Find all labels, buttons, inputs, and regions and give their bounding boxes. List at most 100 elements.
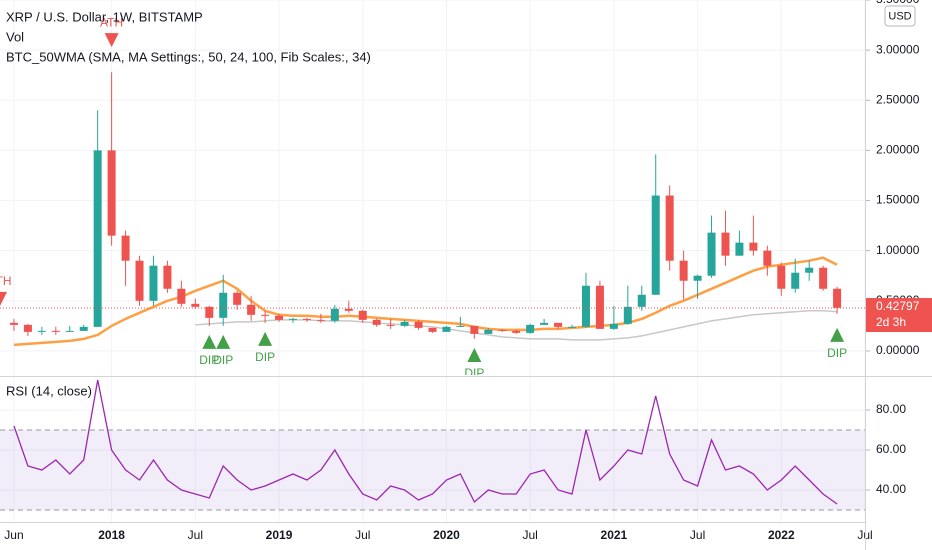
moving-average bbox=[13, 256, 838, 347]
candle-body bbox=[386, 324, 395, 326]
grid bbox=[0, 0, 866, 522]
x-tick-label: Jul bbox=[522, 528, 537, 542]
candle-body bbox=[275, 315, 284, 320]
candle-body bbox=[219, 292, 228, 318]
signal-marker bbox=[104, 33, 119, 48]
candle-body bbox=[51, 330, 60, 332]
y-tick-label: 1.00000 bbox=[876, 243, 920, 257]
candle-body bbox=[233, 292, 242, 305]
candle-body bbox=[135, 260, 144, 301]
candle-body bbox=[470, 325, 479, 334]
signal-label: DIP bbox=[213, 353, 233, 367]
signal-label: ATH bbox=[0, 274, 12, 288]
y-tick-label: 3.00000 bbox=[876, 42, 920, 56]
candle-body bbox=[358, 310, 367, 320]
candle-body bbox=[400, 321, 409, 326]
signal-marker bbox=[202, 334, 217, 349]
candle-body bbox=[568, 326, 577, 328]
x-tick-label: 2020 bbox=[433, 528, 460, 542]
y-tick-label: 1.50000 bbox=[876, 193, 920, 207]
x-tick-label: 2019 bbox=[266, 528, 293, 542]
candle-body bbox=[428, 327, 437, 332]
candle-body bbox=[191, 303, 200, 307]
candle-body bbox=[177, 288, 186, 304]
candle-body bbox=[651, 195, 660, 295]
signal-label: DIP bbox=[464, 366, 484, 380]
candle-body bbox=[163, 265, 172, 289]
candle-body bbox=[679, 260, 688, 281]
signal-label: DIP bbox=[255, 350, 275, 364]
y-tick-label: 3.50000 bbox=[876, 0, 920, 6]
candle-body bbox=[707, 232, 716, 276]
y-tick-label: 60.00 bbox=[876, 442, 906, 456]
currency-label: USD bbox=[888, 10, 911, 22]
candle-body bbox=[791, 272, 800, 289]
candle-body bbox=[512, 330, 521, 333]
candle-body bbox=[484, 329, 493, 334]
x-tick-label: 2021 bbox=[601, 528, 628, 542]
signal-marker bbox=[830, 327, 845, 342]
candle-body bbox=[414, 321, 423, 328]
currency-button[interactable] bbox=[884, 5, 916, 27]
y-tick-label: 40.00 bbox=[876, 482, 906, 496]
candle-body bbox=[554, 322, 563, 327]
price-tag-countdown: 2d 3h bbox=[876, 315, 906, 329]
rsi-pane bbox=[0, 379, 865, 511]
moving-average bbox=[195, 310, 838, 341]
candle-body bbox=[693, 275, 702, 281]
signal-marker bbox=[216, 334, 231, 349]
candle-body bbox=[37, 330, 46, 332]
indicator-label: Vol bbox=[6, 29, 24, 44]
y-tick-label: 2.50000 bbox=[876, 92, 920, 106]
candle-body bbox=[637, 294, 646, 307]
indicator-label: BTC_50WMA (SMA, MA Settings:, 50, 24, 10… bbox=[6, 49, 371, 64]
price-tag-value: 0.42797 bbox=[876, 299, 920, 313]
x-tick-label: 2018 bbox=[98, 528, 125, 542]
candle-body bbox=[623, 306, 632, 324]
rsi-line bbox=[13, 379, 838, 505]
signal-label: ATH bbox=[100, 15, 123, 29]
candle-body bbox=[456, 325, 465, 327]
axes: 0.000000.500001.000001.500002.000002.500… bbox=[4, 0, 932, 542]
signal-label: DIP bbox=[827, 346, 847, 360]
candle-body bbox=[609, 323, 618, 329]
candle-body bbox=[93, 150, 102, 327]
candle-body bbox=[302, 318, 311, 320]
candle-body bbox=[763, 250, 772, 266]
price-tag bbox=[866, 298, 932, 333]
candle-body bbox=[540, 322, 549, 325]
x-tick-label: 2022 bbox=[768, 528, 795, 542]
y-tick-label: 0.00000 bbox=[876, 343, 920, 357]
signal-marker bbox=[0, 291, 7, 306]
x-tick-label: Jul bbox=[355, 528, 370, 542]
candle-body bbox=[65, 330, 74, 332]
y-tick-label: 80.00 bbox=[876, 402, 906, 416]
candle-body bbox=[121, 235, 130, 261]
candle-body bbox=[23, 324, 32, 332]
x-tick-label: Jul bbox=[188, 528, 203, 542]
candle-body bbox=[833, 288, 842, 308]
candle-body bbox=[595, 285, 604, 329]
signal-label: DIP bbox=[199, 353, 219, 367]
rsi-title: RSI (14, close) bbox=[6, 383, 92, 398]
signal-marker bbox=[467, 347, 482, 362]
candle-body bbox=[247, 304, 256, 315]
candle-body bbox=[777, 265, 786, 289]
rsi-band bbox=[0, 430, 865, 510]
candle-body bbox=[149, 265, 158, 301]
candle-body bbox=[205, 306, 214, 318]
candle-body bbox=[372, 319, 381, 325]
candle-body bbox=[79, 326, 88, 331]
candle-body bbox=[344, 308, 353, 311]
candle-body bbox=[261, 314, 270, 316]
candle-body bbox=[316, 319, 325, 321]
x-tick-label: Jul bbox=[690, 528, 705, 542]
price-pane: ATHATHDIPDIPDIPDIPDIP bbox=[0, 15, 865, 380]
candle-body bbox=[9, 322, 18, 325]
candle-body bbox=[581, 285, 590, 327]
candle-body bbox=[665, 195, 674, 261]
candle-body bbox=[526, 324, 535, 333]
candle-body bbox=[288, 318, 297, 320]
candle-body bbox=[721, 232, 730, 256]
candle-body bbox=[330, 308, 339, 321]
